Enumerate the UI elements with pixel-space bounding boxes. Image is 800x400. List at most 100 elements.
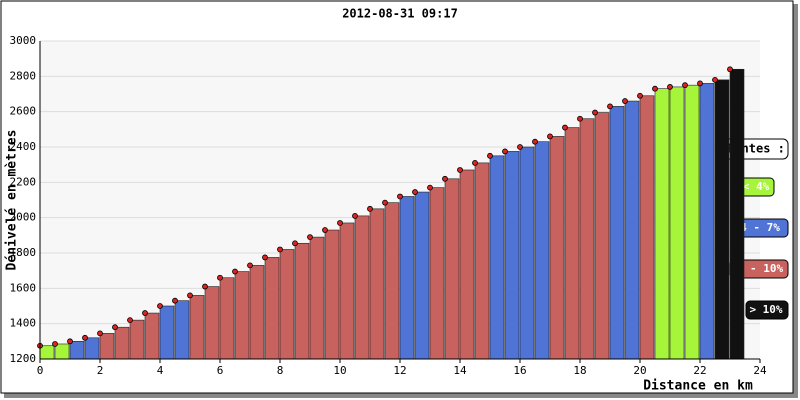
- bar: [534, 141, 550, 360]
- bar: [669, 86, 685, 360]
- profile-point: [547, 133, 553, 140]
- profile-point: [247, 262, 253, 269]
- bar: [399, 196, 415, 360]
- x-tick-label: 24: [753, 364, 767, 377]
- profile-point: [667, 84, 673, 90]
- profile-point: [682, 82, 688, 89]
- bar: [129, 319, 145, 360]
- x-tick-label: 4: [157, 364, 164, 377]
- x-tick-label: 8: [277, 364, 284, 377]
- profile-point: [67, 338, 73, 345]
- bar: [444, 178, 460, 360]
- bar: [69, 341, 85, 360]
- x-tick-label: 22: [693, 364, 706, 377]
- bar: [474, 162, 490, 360]
- profile-point: [457, 167, 463, 173]
- y-tick-label: 2800: [10, 69, 37, 82]
- profile-point: [352, 212, 358, 219]
- bar: [504, 151, 520, 360]
- bar: [309, 236, 325, 360]
- y-axis-label: Dénivelé en mètres: [5, 130, 20, 271]
- bar: [414, 191, 430, 360]
- x-tick-label: 0: [37, 364, 44, 377]
- profile-point: [292, 240, 298, 247]
- legend-label: 7 - 10%: [737, 262, 784, 275]
- profile-point: [652, 85, 658, 92]
- profile-point: [307, 234, 313, 241]
- profile-point: [172, 297, 178, 304]
- x-tick-label: 6: [217, 364, 224, 377]
- bar: [294, 242, 310, 360]
- profile-point: [637, 92, 643, 99]
- y-tick-label: 2000: [10, 211, 37, 224]
- bar: [369, 208, 385, 360]
- chart-title: 2012-08-31 09:17: [342, 7, 458, 21]
- x-tick-label: 14: [453, 364, 467, 377]
- bar: [429, 187, 445, 360]
- y-tick-label: 1400: [10, 317, 37, 330]
- y-tick-label: 1800: [10, 246, 37, 259]
- profile-point: [127, 317, 133, 324]
- bar: [174, 300, 190, 360]
- profile-point: [517, 144, 523, 150]
- y-tick-label: 1600: [10, 281, 37, 294]
- x-tick-label: 18: [573, 364, 586, 377]
- profile-point: [502, 148, 508, 155]
- bar: [609, 106, 625, 360]
- bar: [279, 249, 295, 360]
- profile-point: [232, 268, 238, 275]
- bar: [219, 277, 235, 360]
- x-axis-label: Distance en km: [643, 379, 753, 394]
- y-tick-label: 2400: [10, 140, 37, 153]
- profile-point: [337, 220, 343, 226]
- profile-point: [142, 310, 148, 316]
- profile-point: [532, 138, 538, 145]
- profile-point: [97, 330, 103, 337]
- bar: [594, 112, 610, 360]
- legend-label: > 10%: [749, 303, 782, 316]
- profile-point: [52, 341, 58, 347]
- profile-point: [217, 274, 223, 281]
- y-tick-label: 2200: [10, 175, 37, 188]
- profile-point: [277, 246, 283, 253]
- bar: [159, 305, 175, 360]
- bar: [114, 326, 130, 360]
- bar: [339, 222, 355, 360]
- x-tick-label: 2: [97, 364, 104, 377]
- profile-point: [487, 152, 493, 159]
- bar: [54, 343, 70, 360]
- profile-point: [382, 199, 388, 206]
- bar: [579, 118, 595, 360]
- x-tick-label: 16: [513, 364, 526, 377]
- bar: [264, 257, 280, 360]
- profile-point: [187, 292, 193, 299]
- profile-point: [82, 334, 88, 341]
- bar: [489, 155, 505, 360]
- y-tick-label: 3000: [10, 34, 37, 47]
- profile-point: [427, 184, 433, 191]
- legend-label: 4 - 7%: [740, 221, 780, 234]
- profile-point: [262, 254, 268, 261]
- profile-point: [412, 189, 418, 195]
- profile-point: [622, 98, 628, 104]
- legend-swatch: [745, 300, 789, 320]
- bar: [384, 202, 400, 360]
- bar: [84, 337, 100, 360]
- profile-point: [202, 283, 208, 290]
- bar: [699, 83, 715, 360]
- x-tick-label: 10: [333, 364, 346, 377]
- bar: [99, 333, 115, 360]
- profile-point: [697, 80, 703, 87]
- profile-point: [442, 175, 448, 182]
- profile-point: [727, 66, 733, 73]
- profile-point: [712, 76, 718, 83]
- bar: [249, 265, 265, 360]
- bar: [144, 312, 160, 360]
- y-tick-label: 2600: [10, 105, 37, 118]
- profile-point: [157, 303, 163, 309]
- y-tick-label: 1200: [10, 352, 37, 365]
- bar: [729, 68, 745, 360]
- bar: [204, 286, 220, 360]
- bar: [324, 229, 340, 360]
